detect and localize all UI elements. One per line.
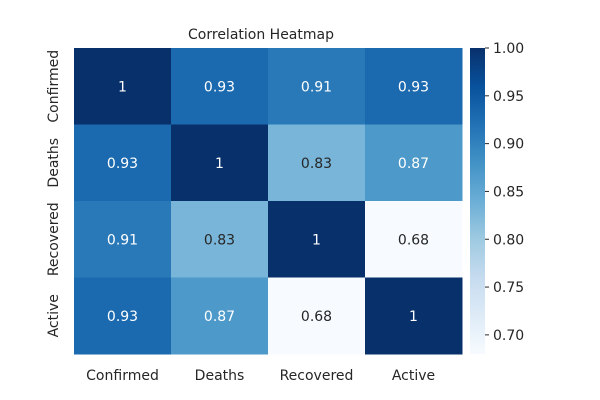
heatmap-cell [74, 277, 172, 355]
x-tick-label: Active [392, 368, 435, 384]
x-axis-tick-labels: Confirmed Deaths Recovered Active [86, 368, 435, 384]
cell-value-label: 1 [118, 79, 127, 95]
cell-value-label: 0.68 [301, 309, 332, 325]
cell-value-label: 0.83 [301, 156, 332, 172]
cell-value-label: 0.83 [204, 232, 235, 248]
colorbar-tick-label: 0.85 [493, 184, 524, 200]
colorbar-tick-label: 0.90 [493, 137, 524, 153]
heatmap-cell [268, 48, 366, 125]
heatmap-cell [268, 124, 366, 202]
x-tick-label: Deaths [195, 368, 245, 384]
colorbar-tick-label: 0.95 [493, 89, 524, 105]
cell-value-label: 0.68 [398, 232, 429, 248]
colorbar-tick-label: 0.80 [493, 232, 524, 248]
heatmap-cell [365, 277, 463, 355]
y-tick-label: Confirmed [46, 50, 62, 123]
cell-value-label: 0.93 [398, 79, 429, 95]
heatmap-cell [171, 124, 269, 202]
colorbar-tick-label: 1.00 [493, 41, 524, 57]
cell-value-label: 1 [312, 232, 321, 248]
chart-title: Correlation Heatmap [188, 27, 334, 43]
cell-value-label: 1 [215, 156, 224, 172]
colorbar-tick-labels: 0.70 0.75 0.80 0.85 0.90 0.95 1.00 [485, 41, 524, 344]
colorbar [470, 48, 485, 354]
heatmap-cell [171, 48, 269, 125]
heatmap-cells [74, 48, 463, 355]
heatmap-cell [74, 48, 172, 125]
heatmap-cell [74, 201, 172, 278]
heatmap-cell-labels: 1 0.93 0.91 0.93 0.93 1 0.83 0.87 0.91 0.83 1 0.68 0… [107, 79, 429, 325]
heatmap-cell [365, 201, 463, 278]
cell-value-label: 1 [409, 309, 418, 325]
cell-value-label: 0.93 [107, 156, 138, 172]
x-tick-label: Confirmed [86, 368, 159, 384]
heatmap-cell [365, 48, 463, 125]
cell-value-label: 0.93 [107, 309, 138, 325]
y-tick-label: Recovered [46, 202, 62, 276]
cell-value-label: 0.91 [301, 79, 332, 95]
heatmap-cell [365, 124, 463, 202]
y-axis-tick-labels: Confirmed Deaths Recovered Active [46, 50, 62, 338]
heatmap-cell [171, 201, 269, 278]
colorbar-tick-label: 0.70 [493, 328, 524, 344]
colorbar-tick-label: 0.75 [493, 280, 524, 296]
cell-value-label: 0.87 [398, 156, 429, 172]
heatmap-cell [171, 277, 269, 355]
heatmap-cell [74, 124, 172, 202]
heatmap-cell [268, 201, 366, 278]
cell-value-label: 0.91 [107, 232, 138, 248]
cell-value-label: 0.93 [204, 79, 235, 95]
y-tick-label: Active [46, 294, 62, 337]
cell-value-label: 0.87 [204, 309, 235, 325]
heatmap-cell [268, 277, 366, 355]
x-tick-label: Recovered [280, 368, 354, 384]
y-tick-label: Deaths [46, 138, 62, 188]
